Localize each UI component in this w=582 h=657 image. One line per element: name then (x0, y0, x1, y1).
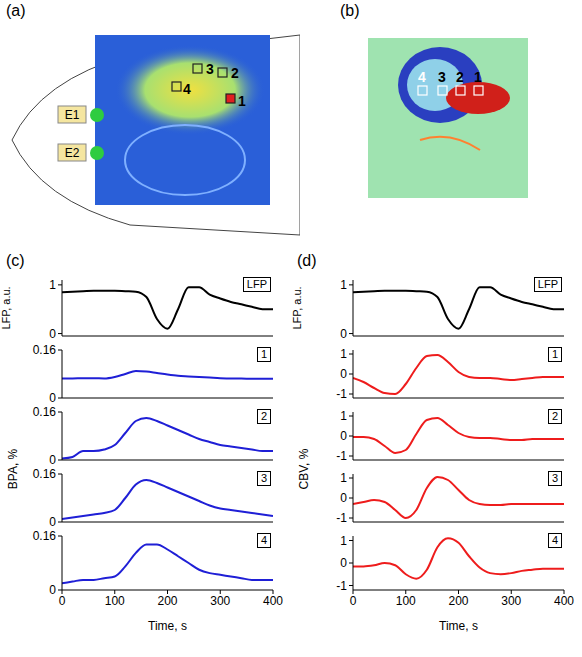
svg-text:1: 1 (340, 347, 347, 361)
svg-text:-1: -1 (336, 449, 347, 463)
svg-text:3: 3 (206, 61, 214, 77)
svg-text:1: 1 (49, 278, 56, 292)
html-text:4: 4 (551, 534, 558, 546)
svg-text:100: 100 (105, 594, 125, 608)
html-text:(b): (b) (340, 2, 360, 19)
html-text:3: 3 (260, 472, 267, 484)
svg-text:1: 1 (474, 69, 482, 85)
svg-text:E2: E2 (65, 146, 80, 160)
svg-text:4: 4 (418, 69, 426, 85)
html-text:2: 2 (260, 410, 267, 422)
svg-text:E1: E1 (65, 108, 80, 122)
html-text:BPA, %: BPA, % (6, 448, 20, 490)
svg-text:0: 0 (340, 327, 347, 341)
html-text:1: 1 (551, 348, 558, 360)
svg-text:-1: -1 (336, 387, 347, 401)
html-text:(d): (d) (297, 252, 317, 269)
svg-text:0: 0 (49, 391, 56, 405)
html-text:CBV, %: CBV, % (297, 448, 311, 490)
svg-text:200: 200 (448, 594, 468, 608)
html-text:(c): (c) (6, 252, 25, 269)
svg-text:0: 0 (49, 515, 56, 529)
svg-text:0.16: 0.16 (33, 530, 57, 543)
svg-text:100: 100 (396, 594, 416, 608)
svg-text:2: 2 (456, 69, 464, 85)
svg-text:300: 300 (501, 594, 521, 608)
svg-text:0: 0 (340, 491, 347, 505)
svg-text:400: 400 (263, 594, 283, 608)
svg-text:1: 1 (340, 534, 347, 548)
svg-text:0: 0 (340, 429, 347, 443)
svg-text:-1: -1 (336, 511, 347, 525)
html-text:LFP: LFP (537, 278, 558, 290)
svg-text:4: 4 (183, 81, 191, 97)
svg-text:Time, s: Time, s (439, 619, 478, 633)
html-text:4: 4 (260, 534, 267, 546)
svg-text:300: 300 (210, 594, 230, 608)
svg-text:0: 0 (49, 453, 56, 467)
svg-text:0: 0 (340, 556, 347, 570)
svg-text:1: 1 (340, 278, 347, 292)
svg-text:0.16: 0.16 (33, 468, 57, 481)
svg-text:1: 1 (340, 471, 347, 485)
svg-text:0.16: 0.16 (33, 344, 57, 357)
svg-text:0: 0 (49, 327, 56, 341)
svg-text:0: 0 (49, 583, 56, 597)
svg-text:LFP, a.u.: LFP, a.u. (291, 286, 303, 329)
svg-text:200: 200 (157, 594, 177, 608)
svg-text:1: 1 (340, 409, 347, 423)
html-text:1: 1 (260, 348, 267, 360)
svg-text:0: 0 (59, 594, 66, 608)
svg-text:0: 0 (340, 367, 347, 381)
svg-text:LFP, a.u.: LFP, a.u. (0, 286, 12, 329)
html-text:3: 3 (551, 472, 558, 484)
html-text:2: 2 (551, 410, 558, 422)
svg-text:3: 3 (438, 69, 446, 85)
svg-text:400: 400 (554, 594, 574, 608)
svg-text:Time, s: Time, s (148, 619, 187, 633)
svg-text:0.16: 0.16 (33, 406, 57, 419)
svg-text:1: 1 (238, 93, 246, 109)
svg-text:-1: -1 (336, 579, 347, 593)
html-text:LFP: LFP (246, 278, 267, 290)
svg-text:0: 0 (350, 594, 357, 608)
html-text:(a): (a) (6, 2, 26, 19)
svg-text:2: 2 (231, 65, 239, 81)
